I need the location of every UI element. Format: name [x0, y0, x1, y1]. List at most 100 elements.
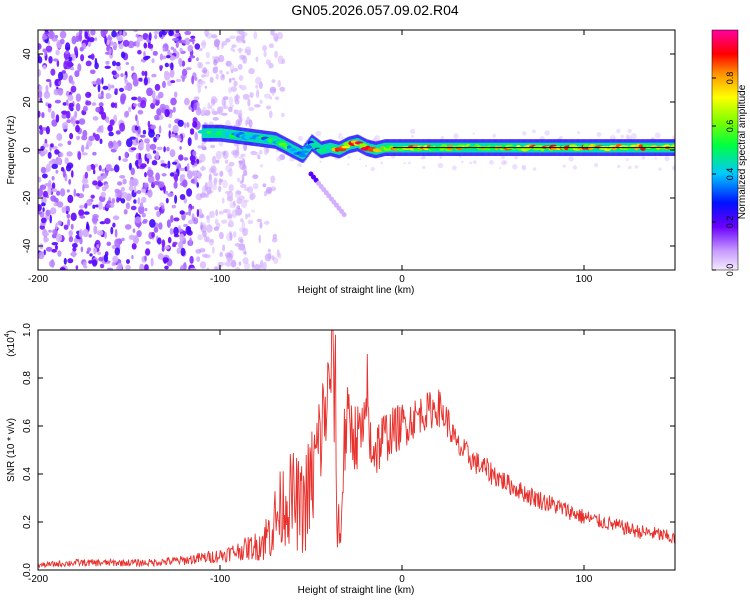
noise-blob — [562, 164, 566, 168]
noise-blob — [165, 55, 171, 59]
noise-blob — [340, 136, 344, 140]
noise-blob — [41, 202, 46, 207]
noise-blob — [184, 97, 190, 106]
noise-blob — [111, 70, 117, 75]
noise-blob — [242, 30, 245, 39]
noise-blob — [522, 131, 527, 136]
noise-blob — [228, 195, 233, 202]
noise-blob — [170, 215, 174, 223]
noise-blob — [68, 235, 74, 243]
noise-blob — [90, 53, 95, 60]
noise-blob — [38, 43, 42, 50]
noise-blob — [472, 132, 475, 135]
noise-blob — [75, 124, 80, 133]
noise-blob — [63, 224, 69, 230]
noise-blob — [86, 165, 92, 172]
noise-blob — [338, 133, 342, 137]
noise-blob — [136, 118, 139, 127]
noise-blob — [42, 65, 47, 70]
noise-blob — [48, 160, 54, 165]
noise-blob — [218, 210, 224, 215]
noise-blob — [57, 157, 61, 166]
noise-blob — [205, 61, 210, 65]
noise-blob — [172, 37, 179, 42]
noise-blob — [83, 265, 88, 269]
noise-blob — [38, 125, 43, 130]
noise-blob — [88, 234, 92, 238]
noise-blob — [96, 78, 102, 86]
noise-blob — [158, 91, 164, 99]
noise-blob — [38, 69, 41, 77]
noise-blob — [272, 233, 278, 240]
noise-blob — [155, 151, 160, 161]
noise-blob — [167, 236, 172, 244]
noise-blob — [179, 233, 185, 242]
noise-blob — [169, 55, 176, 61]
noise-blob — [172, 241, 178, 245]
noise-blob — [55, 49, 60, 56]
noise-blob — [71, 35, 77, 45]
noise-blob — [241, 220, 246, 230]
spectrogram-xlabel: Height of straight line (km) — [298, 285, 415, 296]
noise-blob — [198, 212, 204, 219]
noise-blob — [187, 170, 193, 180]
noise-blob — [56, 133, 63, 141]
noise-blob — [161, 204, 165, 210]
noise-blob — [259, 164, 264, 168]
noise-blob — [196, 158, 200, 165]
noise-blob — [218, 185, 222, 193]
noise-blob — [206, 237, 210, 241]
noise-blob — [135, 137, 139, 144]
noise-blob — [248, 106, 255, 111]
noise-blob — [139, 263, 145, 270]
noise-blob — [81, 152, 88, 156]
noise-blob — [499, 167, 502, 169]
noise-blob — [108, 140, 114, 149]
noise-blob — [93, 225, 98, 235]
noise-blob — [544, 130, 550, 136]
noise-blob — [233, 80, 238, 87]
noise-blob — [48, 30, 55, 40]
noise-blob — [151, 231, 156, 238]
noise-blob — [183, 157, 189, 161]
noise-blob — [229, 63, 235, 73]
noise-blob — [75, 265, 79, 270]
noise-blob — [144, 264, 149, 270]
noise-blob — [109, 119, 115, 126]
noise-blob — [232, 231, 237, 238]
noise-blob — [38, 176, 42, 183]
noise-blob — [104, 65, 111, 70]
noise-blob — [39, 97, 43, 103]
noise-blob — [83, 211, 90, 215]
noise-blob — [119, 87, 124, 92]
noise-blob — [250, 150, 258, 156]
noise-blob — [133, 185, 137, 193]
noise-blob — [654, 157, 657, 160]
noise-blob — [70, 85, 77, 93]
noise-blob — [238, 236, 243, 243]
noise-blob — [51, 176, 55, 181]
noise-blob — [74, 110, 78, 118]
noise-blob — [255, 152, 260, 157]
noise-blob — [124, 151, 129, 159]
noise-blob — [194, 132, 198, 141]
noise-blob — [596, 132, 602, 137]
noise-blob — [154, 83, 161, 91]
noise-blob — [264, 190, 268, 197]
noise-blob — [271, 255, 275, 261]
noise-blob — [82, 228, 89, 238]
noise-blob — [207, 102, 211, 110]
noise-blob — [179, 265, 185, 270]
noise-blob — [258, 234, 262, 244]
noise-blob — [224, 159, 229, 164]
noise-blob — [140, 100, 147, 109]
noise-blob — [90, 69, 96, 75]
noise-blob — [194, 43, 201, 50]
noise-blob — [408, 161, 411, 165]
noise-blob — [189, 128, 195, 135]
noise-blob — [172, 161, 178, 165]
noise-blob — [75, 103, 81, 112]
noise-blob — [221, 43, 224, 50]
noise-blob — [193, 96, 200, 100]
noise-blob — [123, 209, 128, 215]
